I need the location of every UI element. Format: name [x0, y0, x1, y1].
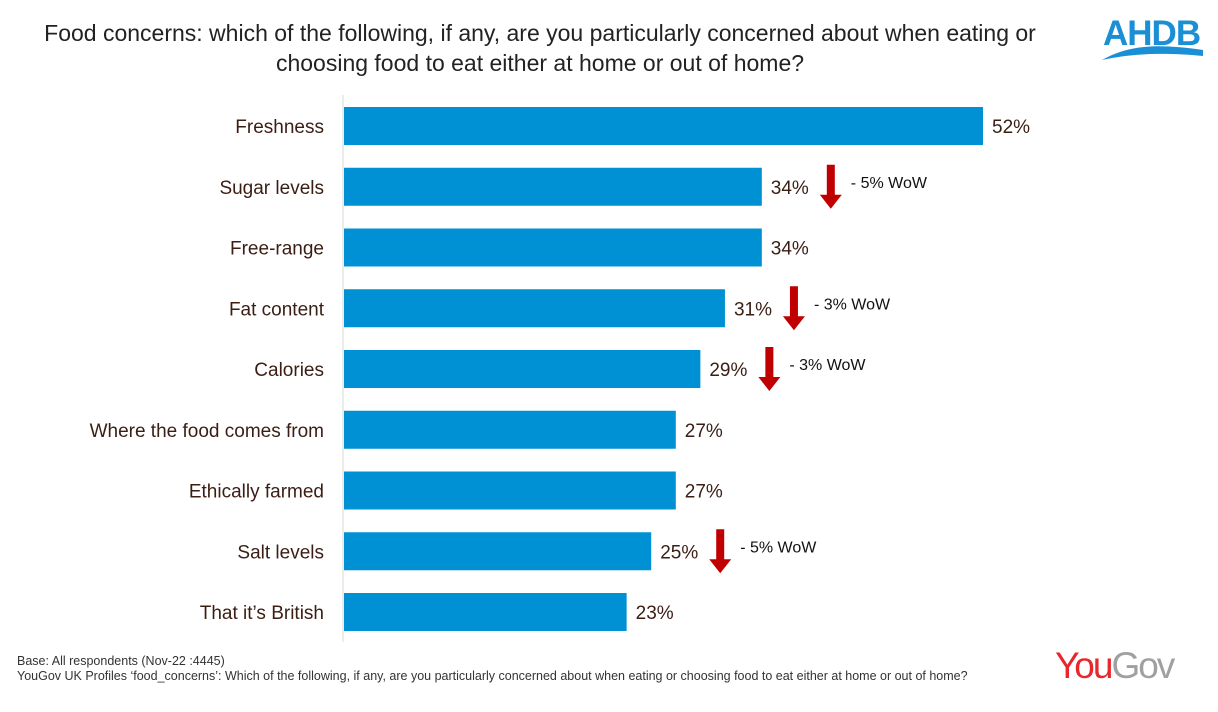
value-label: 29% — [709, 360, 747, 381]
wow-annotation: - 5% WoW — [740, 539, 817, 556]
value-label: 27% — [685, 421, 723, 442]
value-label: 52% — [992, 117, 1030, 138]
chart-title: Food concerns: which of the following, i… — [44, 20, 1036, 76]
bar — [344, 471, 676, 510]
wow-annotation: - 3% WoW — [789, 357, 866, 374]
wow-annotation: - 5% WoW — [851, 175, 928, 192]
category-label: Sugar levels — [219, 178, 324, 199]
yougov-logo: YouGov — [1055, 645, 1175, 686]
category-label: Calories — [254, 360, 324, 381]
bar — [344, 532, 652, 571]
footer: Base: All respondents (Nov-22 :4445) You… — [17, 654, 977, 684]
value-label: 25% — [660, 542, 698, 563]
category-label: Free-range — [230, 239, 324, 260]
bar — [344, 410, 676, 449]
category-label: That it’s British — [200, 603, 324, 624]
bar — [344, 107, 983, 145]
value-label: 34% — [771, 178, 809, 199]
category-label: Where the food comes from — [90, 421, 324, 442]
value-label: 34% — [771, 239, 809, 260]
bar — [344, 289, 725, 328]
footer-question: YouGov UK Profiles ‘food_concerns’: Whic… — [17, 669, 968, 683]
category-label: Salt levels — [237, 542, 324, 563]
bar — [344, 350, 701, 388]
value-label: 23% — [636, 603, 674, 624]
down-arrow-icon — [709, 529, 732, 574]
wow-annotation: - 3% WoW — [814, 296, 891, 313]
value-label: 31% — [734, 299, 772, 320]
value-label: 27% — [685, 482, 723, 503]
category-label: Ethically farmed — [189, 482, 324, 503]
bar — [344, 228, 762, 267]
bar — [344, 167, 762, 206]
down-arrow-icon — [782, 286, 805, 331]
category-label: Freshness — [235, 117, 324, 138]
category-label: Fat content — [229, 299, 325, 320]
bar — [344, 593, 627, 631]
down-arrow-icon — [758, 347, 781, 391]
ahdb-logo: AHDB — [1100, 14, 1205, 64]
down-arrow-icon — [819, 164, 842, 209]
footer-base: Base: All respondents (Nov-22 :4445) — [17, 654, 225, 668]
